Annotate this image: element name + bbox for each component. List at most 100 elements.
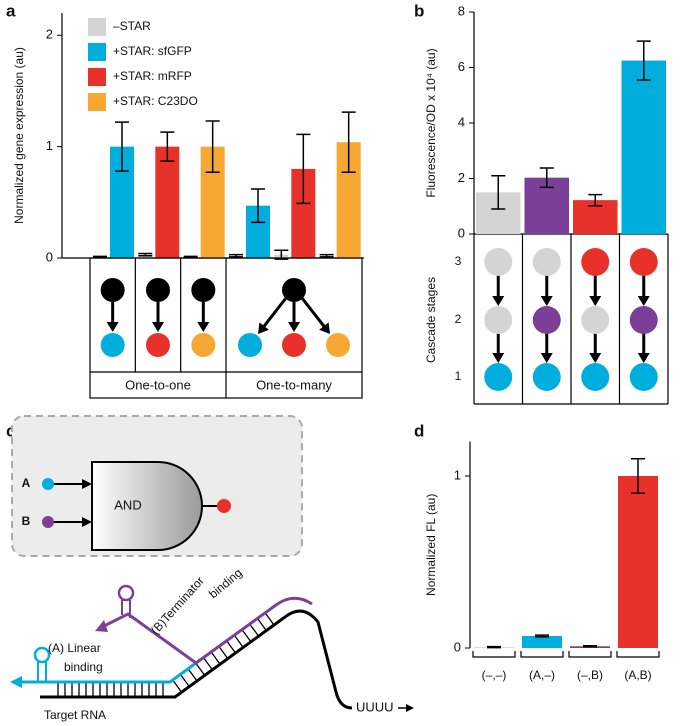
legend-swatch: [88, 68, 106, 86]
x-tick-label: (–,B): [577, 668, 603, 682]
base-pair: [226, 640, 237, 654]
error-bar: [341, 111, 356, 173]
group-label: One-to-one: [125, 377, 191, 392]
base-pair: [264, 612, 275, 626]
node: [282, 278, 306, 302]
node: [100, 278, 125, 302]
node: [629, 306, 658, 334]
y-tick-label: 1: [46, 138, 53, 153]
error-bar: [296, 133, 311, 205]
hairpin-loop: [33, 646, 51, 664]
error-bar: [583, 645, 597, 648]
base-pair: [233, 634, 244, 648]
error-bar: [636, 40, 651, 81]
arrow: [300, 297, 327, 329]
arrowhead: [95, 620, 108, 632]
tail-label: UUUU: [356, 699, 394, 714]
panel-label: d: [414, 421, 424, 440]
node: [581, 306, 610, 334]
legend-swatch: [88, 93, 106, 111]
arrowhead: [197, 322, 210, 332]
error-bar: [93, 255, 107, 259]
error-bar: [588, 193, 603, 207]
x-tick-label: (A,–): [529, 668, 555, 682]
bar: [618, 476, 658, 648]
arrow: [261, 297, 288, 329]
legend-swatch: [88, 43, 106, 61]
x-bracket: [520, 651, 564, 658]
y-tick-label: 8: [458, 3, 465, 18]
error-bar: [183, 255, 198, 259]
stage-tick-label: 3: [455, 254, 462, 268]
base-pair: [218, 646, 229, 659]
arrowhead: [540, 296, 553, 306]
arrowhead: [589, 353, 602, 363]
y-tick-label: 1: [454, 467, 461, 482]
input-label: A: [22, 476, 31, 490]
arrowhead: [540, 353, 553, 363]
node: [581, 248, 610, 276]
x-bracket: [472, 651, 516, 658]
error-bar: [160, 131, 175, 162]
y-axis-label: Normalized gene expression (au): [12, 47, 26, 224]
error-bar: [138, 252, 153, 257]
base-pair: [179, 674, 190, 687]
arrowhead: [82, 479, 92, 489]
arrowhead: [258, 322, 269, 334]
y-tick-label: 4: [458, 114, 465, 129]
stage-axis-label: Cascade stages: [424, 277, 438, 363]
node: [146, 333, 170, 357]
node: [484, 363, 513, 391]
base-pair: [195, 662, 206, 676]
y-tick-label: 6: [458, 59, 465, 74]
binding-label: (A) Linear: [48, 641, 101, 655]
y-tick-label: 0: [454, 639, 461, 654]
base-pairs: [57, 612, 275, 696]
and-gate: [91, 461, 203, 551]
node: [484, 248, 513, 276]
panel-label: a: [6, 1, 16, 20]
error-bar: [205, 120, 220, 173]
error-bar: [491, 174, 506, 210]
x-bracket: [568, 651, 612, 658]
base-pair: [172, 679, 183, 693]
hairpin-loop: [117, 584, 135, 602]
arrowhead: [106, 322, 119, 332]
binding-label: binding: [206, 566, 245, 602]
node: [581, 363, 610, 391]
base-pair: [241, 629, 252, 643]
error-bar: [251, 188, 265, 224]
node: [191, 333, 216, 357]
arrowhead: [637, 296, 650, 306]
arrowhead: [288, 322, 300, 332]
node: [100, 333, 125, 357]
arrowhead: [319, 322, 330, 334]
error-bar: [535, 634, 549, 638]
error-bar: [319, 253, 334, 258]
node: [146, 278, 170, 302]
hairpin-stem: [121, 600, 131, 618]
gate-label: AND: [114, 497, 141, 512]
error-bar: [487, 645, 501, 649]
legend-label: +STAR: C23DO: [113, 94, 198, 108]
legend-label: +STAR: mRFP: [113, 69, 192, 83]
node: [326, 333, 350, 357]
bar: [522, 635, 562, 648]
arrowhead: [492, 353, 505, 363]
arrowhead: [10, 676, 22, 688]
x-tick-label: (–,–): [482, 668, 507, 682]
error-bar: [115, 121, 129, 172]
base-pair: [203, 657, 213, 671]
binding-label: (B)Terminator: [148, 574, 207, 637]
legend-label: +STAR: sfGFP: [113, 44, 192, 58]
node: [484, 306, 513, 334]
stage-tick-label: 2: [455, 312, 462, 326]
target-rna: [40, 609, 353, 710]
node: [532, 363, 561, 391]
bar: [621, 60, 666, 234]
linear-strand: [20, 661, 197, 684]
binding-label: binding: [64, 660, 103, 674]
y-tick-label: 0: [46, 249, 53, 264]
node: [191, 278, 216, 302]
